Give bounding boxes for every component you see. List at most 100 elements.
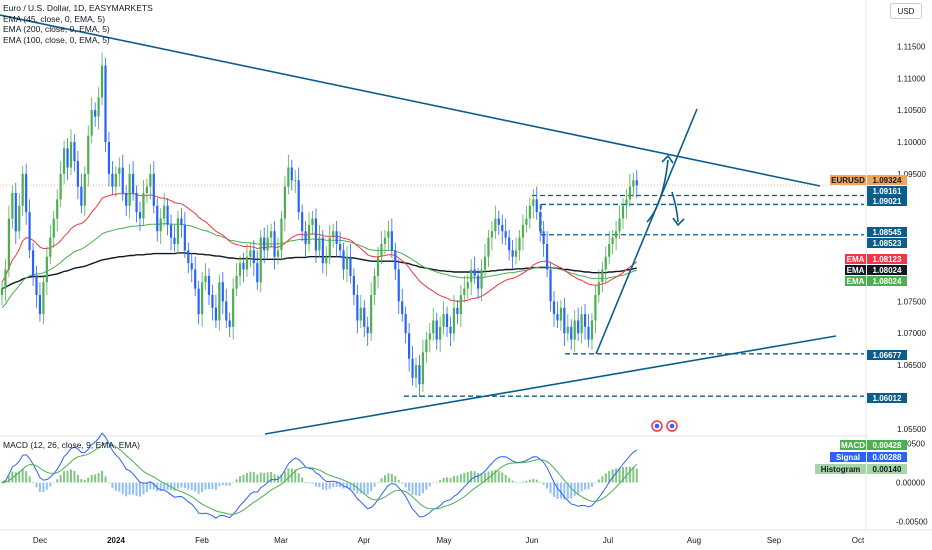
price-label-name: EURUSD <box>831 176 865 185</box>
candle-body <box>390 231 393 251</box>
macd-histogram-bar <box>325 482 328 491</box>
candle-body <box>25 173 28 213</box>
candle-body <box>80 186 83 206</box>
macd-histogram-bar <box>21 468 24 483</box>
lower-trendline[interactable] <box>264 335 837 435</box>
candle-body <box>632 180 635 187</box>
macd-histogram-bar <box>504 474 507 483</box>
price-label-box <box>867 265 907 275</box>
candle-body <box>518 237 521 251</box>
candle-body <box>546 243 549 270</box>
economic-event-dot-icon <box>669 423 675 429</box>
macd-histogram-bar <box>52 482 55 484</box>
macd-histogram-bar <box>428 482 431 487</box>
macd-histogram-bar <box>42 482 45 493</box>
candle-body <box>194 269 197 289</box>
candle-body <box>138 212 142 219</box>
trend-drawings[interactable] <box>0 14 837 435</box>
candle-body <box>601 269 604 283</box>
time-tick-label: Sep <box>767 536 782 545</box>
candle-body <box>280 218 283 251</box>
candle-body <box>166 205 169 225</box>
candle-body <box>483 256 487 270</box>
macd-histogram-bar <box>618 467 621 483</box>
macd-histogram-bar <box>252 472 255 483</box>
candle-body <box>356 294 359 321</box>
macd-histogram-bar <box>245 472 248 483</box>
macd-legend[interactable]: MACD (12, 26, close, 9, EMA, EMA) <box>3 440 140 450</box>
legend-ema-200[interactable]: EMA (200, close, 0, EMA, 5) <box>3 24 110 34</box>
candle-body <box>156 205 159 232</box>
macd-histogram-bar <box>225 482 228 486</box>
macd-histogram-bar <box>363 482 366 495</box>
macd-histogram-bar <box>380 478 383 483</box>
macd-histogram-bar <box>149 482 152 490</box>
candle-body <box>18 205 21 232</box>
candle-body <box>325 256 328 264</box>
candle-body <box>401 301 404 315</box>
candle-body <box>321 237 324 264</box>
legend-ema-45[interactable]: EMA (45, close, 0, EMA, 5) <box>3 13 106 24</box>
candle-body <box>583 314 587 327</box>
candle-body <box>439 326 442 340</box>
candle-body <box>535 199 538 213</box>
candle-body <box>263 237 266 251</box>
currency-button[interactable]: USD <box>890 3 922 19</box>
macd-histogram-bar <box>604 473 607 483</box>
forecast-arrow-down-icon <box>672 217 685 227</box>
macd-histogram-bar <box>439 480 442 483</box>
forecast-path-up[interactable] <box>646 159 669 223</box>
candle-body <box>142 193 145 219</box>
candle-body <box>445 314 449 327</box>
price-label-value: 1.09324 <box>873 176 902 185</box>
price-label-value: 1.06677 <box>873 351 902 360</box>
macd-histogram-bar <box>377 482 380 483</box>
upper-trendline[interactable] <box>0 14 821 187</box>
candle-body <box>563 307 566 334</box>
macd-histogram-bar <box>421 482 424 494</box>
macd-histogram-bar <box>80 479 83 483</box>
candle-body <box>235 275 238 289</box>
candle-body <box>452 307 456 334</box>
macd-histogram-bar <box>494 470 497 483</box>
candle-body <box>352 275 355 295</box>
macd-histogram-bar <box>332 482 335 488</box>
candle-body <box>125 193 128 206</box>
candle-body <box>349 256 352 276</box>
candle-body <box>456 307 459 315</box>
candle-body <box>56 199 59 219</box>
macd-histogram-bar <box>45 482 48 490</box>
macd-histogram-bar <box>228 482 231 486</box>
macd-histogram-bar <box>597 479 600 483</box>
price-label-box <box>867 254 907 264</box>
macd-histogram-bar <box>256 474 259 483</box>
chart-legend: Euro / U.S. Dollar, 1D, EASYMARKETS EMA … <box>3 3 153 45</box>
legend-ema-100[interactable]: EMA (100, close, 0, EMA, 5) <box>3 34 110 45</box>
candle-body <box>611 237 614 244</box>
macd-histogram-bar <box>11 471 14 483</box>
macd-histogram-bar <box>484 472 486 483</box>
candle-body <box>487 237 490 257</box>
candle-body <box>573 320 576 340</box>
macd-histogram-bar <box>159 482 162 492</box>
candle-body <box>307 224 311 244</box>
candle-body <box>180 218 183 225</box>
event-markers[interactable] <box>651 420 678 432</box>
price-label-box <box>867 393 907 403</box>
macd-histogram-bar <box>107 482 110 484</box>
macd-histogram-bar <box>283 471 286 483</box>
candle-body <box>363 307 366 327</box>
rising-trendline[interactable] <box>595 108 698 355</box>
forecast-path-down[interactable] <box>671 191 679 223</box>
macd-histogram-bar <box>194 482 197 492</box>
candle-body <box>228 320 231 327</box>
candle-body <box>335 231 338 244</box>
macd-histogram-bar <box>142 482 145 495</box>
candle-body <box>504 231 507 238</box>
macd-histogram-bar <box>390 473 393 483</box>
candle-body <box>552 301 556 315</box>
macd-histogram-bar <box>435 481 438 483</box>
macd-histogram-bar <box>408 482 411 492</box>
candle-body <box>111 173 114 187</box>
